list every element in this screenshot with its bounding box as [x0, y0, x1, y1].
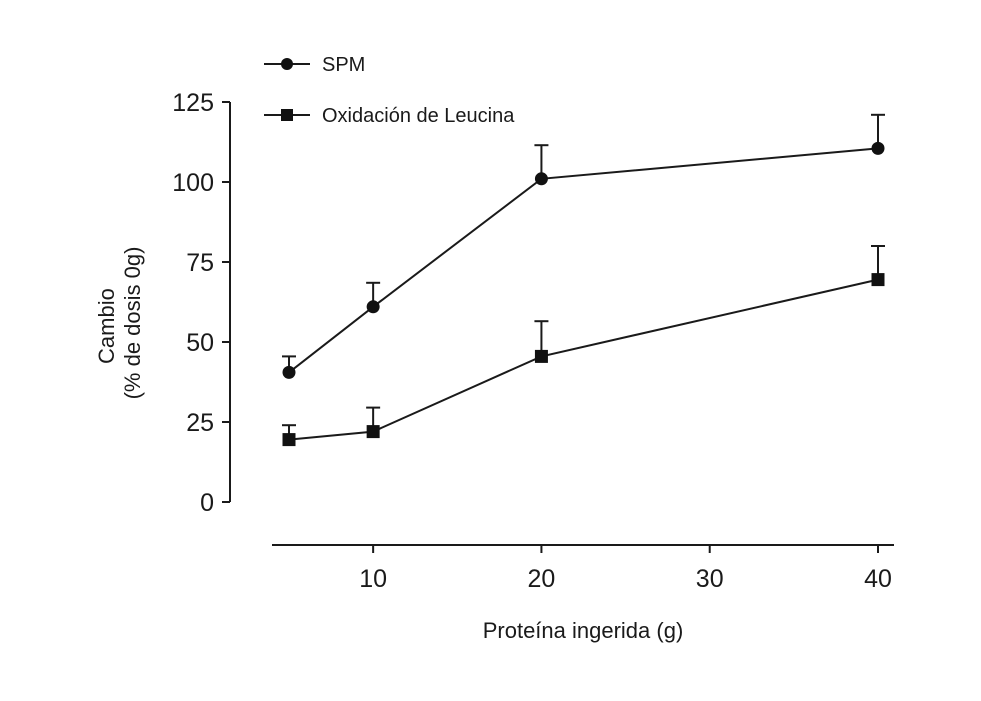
legend-spm-label: SPM — [322, 54, 365, 76]
legend-leucine-marker — [281, 109, 293, 121]
legend: SPM Oxidación de Leucina — [264, 54, 515, 127]
x-axis-ticks: 10 20 30 40 — [359, 545, 892, 593]
x-tick-label: 40 — [864, 565, 892, 593]
data-point-leucine — [282, 433, 296, 447]
legend-leucine-label: Oxidación de Leucina — [322, 105, 515, 127]
x-tick-label: 10 — [359, 565, 387, 593]
data-point-spm — [282, 365, 296, 379]
series-layer — [282, 113, 885, 447]
legend-spm-marker — [281, 58, 293, 70]
data-point-spm — [871, 141, 885, 155]
data-point-leucine — [871, 273, 885, 287]
data-point-spm — [366, 300, 380, 314]
data-point-leucine — [366, 425, 380, 439]
y-axis-title: Cambio (% de dosis 0g) — [94, 247, 145, 400]
y-tick-label: 0 — [200, 489, 214, 517]
x-tick-label: 20 — [528, 565, 556, 593]
y-tick-label: 75 — [186, 249, 214, 277]
x-tick-label: 30 — [696, 565, 724, 593]
y-axis-title-line-1: Cambio — [94, 288, 119, 364]
data-point-leucine — [534, 349, 548, 363]
y-tick-label: 125 — [172, 89, 214, 117]
x-axis-title: Proteína ingerida (g) — [483, 618, 684, 643]
y-axis-title-line-2: (% de dosis 0g) — [120, 247, 145, 400]
data-point-spm — [534, 172, 548, 186]
series-line-leucine — [288, 278, 879, 441]
y-tick-label: 25 — [186, 409, 214, 437]
y-tick-label: 100 — [172, 169, 214, 197]
y-tick-label: 50 — [186, 329, 214, 357]
series-line-spm — [288, 147, 879, 374]
y-axis-ticks: 0 25 50 75 100 125 — [172, 89, 230, 517]
